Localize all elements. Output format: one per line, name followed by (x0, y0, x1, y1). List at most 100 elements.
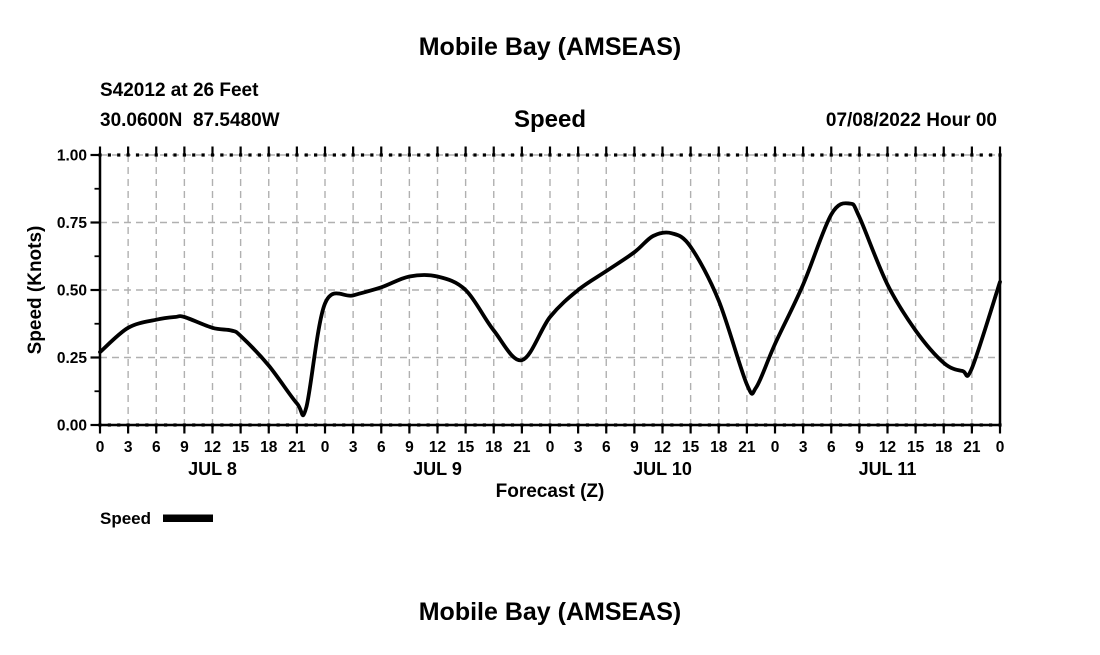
x-minor-tick (651, 423, 655, 427)
x-minor-tick (820, 423, 824, 427)
day-label: JUL 8 (188, 459, 237, 479)
x-minor-tick (557, 423, 561, 427)
day-label: JUL 11 (859, 459, 917, 479)
x-minor-tick (342, 153, 346, 157)
x-minor-tick (895, 153, 899, 157)
x-tick-label: 9 (405, 439, 414, 456)
x-tick-label: 3 (799, 439, 808, 456)
x-tick-label: 18 (485, 439, 503, 456)
x-tick-label: 3 (349, 439, 358, 456)
x-minor-tick (595, 423, 599, 427)
x-minor-tick (810, 423, 815, 427)
x-minor-tick (764, 423, 768, 427)
x-minor-tick (614, 153, 618, 157)
x-minor-tick (932, 423, 936, 427)
y-tick-label: 0.00 (57, 418, 87, 435)
x-tick-label: 12 (204, 439, 221, 456)
x-minor-tick (445, 423, 449, 427)
x-minor-tick (726, 423, 730, 427)
x-minor-tick (567, 423, 571, 427)
x-tick-label: 12 (879, 439, 896, 456)
x-minor-tick (539, 423, 543, 427)
x-minor-tick (614, 423, 618, 427)
x-minor-tick (426, 423, 430, 427)
x-tick-label: 3 (574, 439, 583, 456)
x-minor-tick (642, 153, 646, 157)
x-minor-tick (201, 423, 205, 427)
x-minor-tick (482, 153, 486, 157)
x-minor-tick (876, 423, 880, 427)
x-minor-tick (782, 423, 786, 427)
x-minor-tick (135, 423, 140, 427)
model-run-label: 07/08/2022 Hour 00 (826, 110, 997, 131)
x-tick-label: 0 (771, 439, 780, 456)
x-minor-tick (529, 153, 533, 157)
x-minor-tick (285, 153, 290, 157)
x-minor-tick (820, 153, 824, 157)
x-minor-tick (979, 423, 983, 427)
x-minor-tick (623, 423, 627, 427)
x-tick-label: 21 (738, 439, 756, 456)
station-coordinates: 30.0600N 87.5480W (100, 110, 280, 131)
x-minor-tick (698, 153, 702, 157)
x-minor-tick (220, 153, 224, 157)
y-tick-label: 0.75 (57, 215, 88, 232)
x-minor-tick (932, 153, 936, 157)
x-minor-tick (839, 423, 843, 427)
x-minor-tick (754, 153, 758, 157)
x-minor-tick (173, 423, 177, 427)
x-minor-tick (220, 423, 224, 427)
y-tick-label: 1.00 (57, 148, 87, 165)
x-minor-tick (782, 153, 786, 157)
x-minor-tick (539, 153, 543, 157)
x-minor-tick (989, 153, 993, 157)
x-minor-tick (173, 153, 177, 157)
x-minor-tick (567, 153, 571, 157)
x-minor-tick (904, 423, 908, 427)
x-minor-tick (595, 153, 599, 157)
x-minor-tick (285, 423, 290, 427)
x-minor-tick (792, 423, 796, 427)
x-minor-tick (726, 153, 730, 157)
x-minor-tick (529, 423, 533, 427)
x-minor-tick (164, 153, 168, 157)
x-minor-tick (201, 153, 205, 157)
x-minor-tick (304, 423, 308, 427)
x-minor-tick (192, 423, 196, 427)
x-minor-tick (670, 153, 674, 157)
x-minor-tick (192, 153, 196, 157)
x-tick-label: 21 (963, 439, 981, 456)
x-minor-tick (389, 423, 393, 427)
x-tick-label: 15 (457, 439, 475, 456)
day-label: JUL 10 (633, 459, 692, 479)
next-chart-title: Mobile Bay (AMSEAS) (419, 598, 682, 626)
x-minor-tick (735, 423, 740, 427)
x-minor-tick (389, 153, 393, 157)
x-tick-label: 0 (96, 439, 105, 456)
x-axis-title: Forecast (Z) (496, 481, 605, 502)
x-minor-tick (135, 153, 140, 157)
x-minor-tick (839, 153, 843, 157)
x-minor-tick (332, 423, 336, 427)
x-minor-tick (585, 423, 590, 427)
x-tick-label: 3 (124, 439, 133, 456)
x-minor-tick (276, 423, 280, 427)
x-minor-tick (848, 423, 852, 427)
x-minor-tick (876, 153, 880, 157)
x-minor-tick (867, 423, 871, 427)
x-minor-tick (117, 423, 121, 427)
x-minor-tick (107, 423, 111, 427)
day-label: JUL 9 (413, 459, 462, 479)
x-minor-tick (257, 153, 261, 157)
x-minor-tick (510, 423, 515, 427)
x-minor-tick (585, 153, 590, 157)
x-minor-tick (960, 423, 965, 427)
x-minor-tick (445, 153, 449, 157)
x-minor-tick (248, 153, 252, 157)
x-minor-tick (867, 153, 871, 157)
x-minor-tick (342, 423, 346, 427)
x-minor-tick (792, 153, 796, 157)
x-minor-tick (623, 153, 627, 157)
x-minor-tick (960, 153, 965, 157)
